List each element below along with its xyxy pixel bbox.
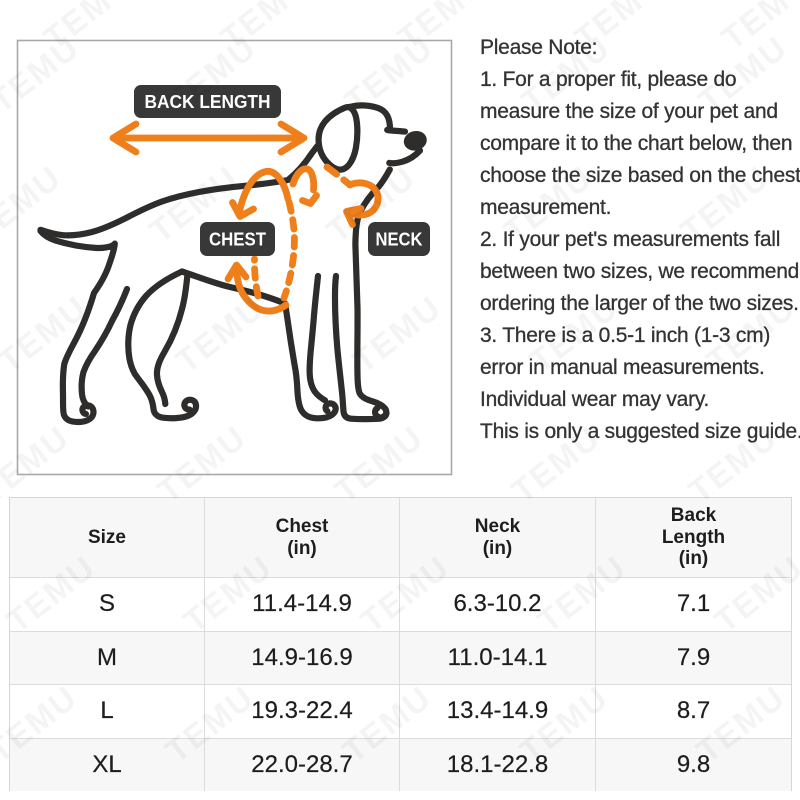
svg-text:BACK LENGTH: BACK LENGTH	[145, 92, 271, 112]
svg-text:CHEST: CHEST	[209, 230, 266, 250]
svg-text:NECK: NECK	[376, 230, 423, 250]
